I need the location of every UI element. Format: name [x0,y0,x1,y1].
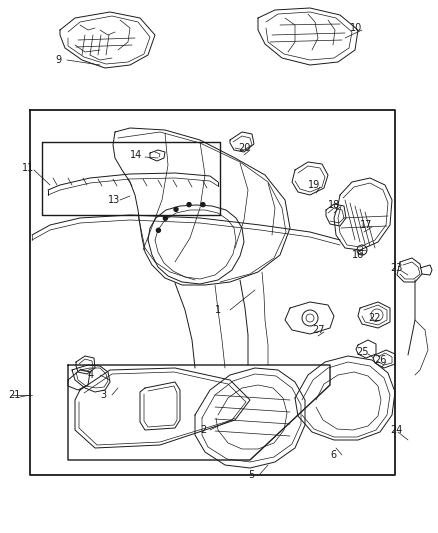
Text: 26: 26 [374,355,386,365]
Text: 9: 9 [55,55,61,65]
Circle shape [187,203,191,207]
Text: 2: 2 [200,425,206,435]
Text: 1: 1 [215,305,221,315]
Text: 5: 5 [248,470,254,480]
Text: 19: 19 [308,180,320,190]
Text: 23: 23 [390,263,403,273]
Text: 25: 25 [356,347,368,357]
Text: 22: 22 [368,313,381,323]
Text: 17: 17 [360,220,372,230]
Text: 16: 16 [352,250,364,260]
Text: 18: 18 [328,200,340,210]
Text: 6: 6 [330,450,336,460]
Circle shape [174,207,178,212]
Text: 4: 4 [88,370,94,380]
Text: 27: 27 [312,325,325,335]
Circle shape [163,216,167,220]
Text: 13: 13 [108,195,120,205]
Text: 14: 14 [130,150,142,160]
Circle shape [201,203,205,207]
Text: 21: 21 [8,390,21,400]
Text: 11: 11 [22,163,34,173]
Text: 10: 10 [350,23,362,33]
Text: 3: 3 [100,390,106,400]
Circle shape [156,228,160,232]
Text: 20: 20 [238,143,251,153]
Text: 24: 24 [390,425,403,435]
